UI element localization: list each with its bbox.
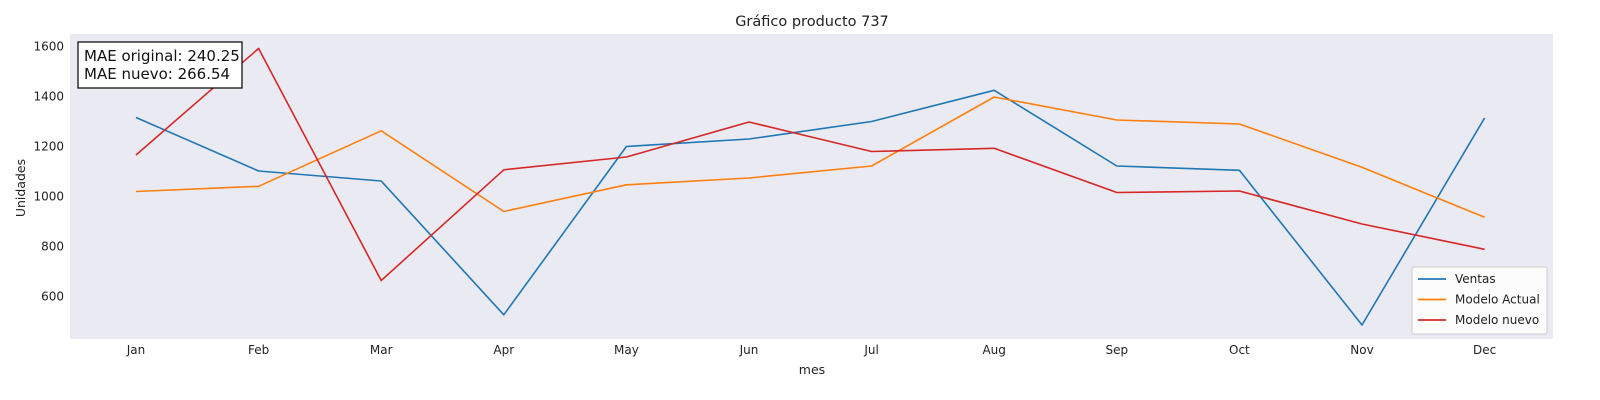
y-axis-label: Unidades — [13, 159, 28, 217]
legend-box — [1411, 266, 1548, 335]
legend: Ventas Modelo Actual Modelo nuevo — [1411, 266, 1548, 335]
y-axis-ticks: 600 800 1000 1200 1400 1600 — [33, 40, 64, 304]
series-line-modelo-nuevo — [135, 47, 1485, 282]
x-tick-label: Dec — [1473, 343, 1496, 357]
y-tick-label: 1000 — [33, 190, 64, 204]
x-tick-label: Jun — [739, 343, 759, 357]
x-tick-label: Nov — [1350, 343, 1373, 357]
y-tick-label: 600 — [41, 290, 64, 304]
annotation-mae-original: MAE original: 240.25 — [84, 47, 240, 65]
x-tick-label: Jul — [863, 343, 878, 357]
x-tick-label: Aug — [982, 343, 1005, 357]
mae-annotation: MAE original: 240.25 MAE nuevo: 266.54 — [77, 41, 243, 89]
legend-label: Modelo nuevo — [1455, 313, 1539, 327]
y-tick-label: 800 — [41, 240, 64, 254]
x-tick-label: Oct — [1229, 343, 1250, 357]
x-tick-label: May — [614, 343, 639, 357]
x-tick-label: Apr — [493, 343, 514, 357]
x-axis-label: mes — [799, 362, 825, 377]
x-axis-ticks: Jan Feb Mar Apr May Jun Jul Aug Sep Oct Nov Dec — [126, 343, 1496, 357]
x-tick-label: Jan — [126, 343, 146, 357]
x-tick-label: Sep — [1105, 343, 1128, 357]
series-line-modelo-actual — [135, 96, 1485, 219]
x-tick-label: Feb — [248, 343, 269, 357]
chart-title: Gráfico producto 737 — [735, 14, 889, 30]
legend-label: Ventas — [1455, 272, 1496, 286]
x-tick-label: Mar — [370, 343, 393, 357]
legend-label: Modelo Actual — [1455, 293, 1540, 307]
annotation-box — [77, 41, 243, 89]
y-tick-label: 1200 — [33, 140, 64, 154]
y-tick-label: 1400 — [33, 90, 64, 104]
annotation-mae-nuevo: MAE nuevo: 266.54 — [84, 65, 230, 83]
plot-area — [70, 34, 1553, 339]
y-tick-label: 1600 — [33, 40, 64, 54]
series-lines — [135, 47, 1486, 326]
